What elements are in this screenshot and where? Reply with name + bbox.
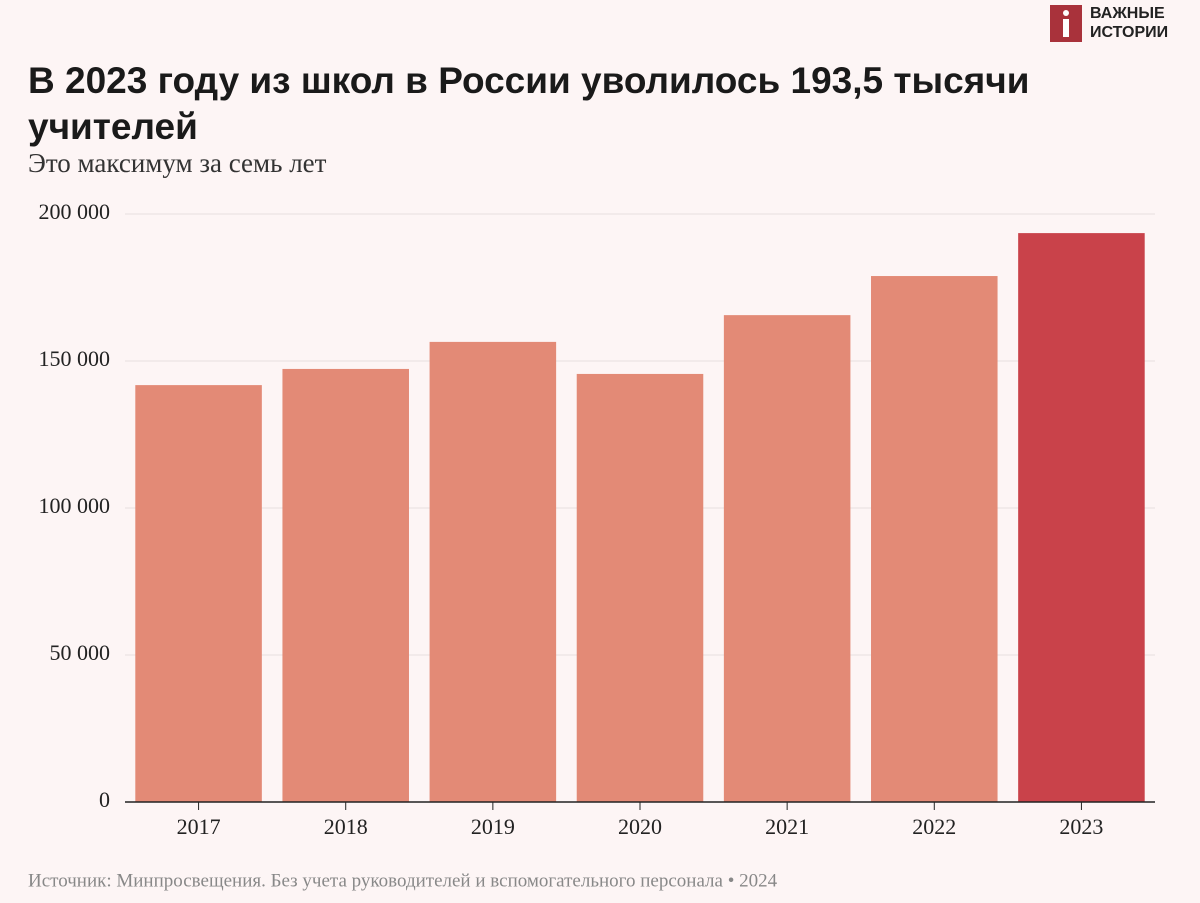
y-tick-label: 150 000 <box>39 346 111 371</box>
x-tick-label: 2022 <box>912 814 956 839</box>
logo-icon-dot <box>1063 10 1069 16</box>
y-tick-label: 100 000 <box>39 493 111 518</box>
bar <box>429 341 557 802</box>
bar <box>871 276 998 802</box>
x-tick-label: 2019 <box>471 814 515 839</box>
bar <box>282 368 409 802</box>
source: Источник: Минпросвещения. Без учета руко… <box>28 870 778 891</box>
logo-text: ВАЖНЫЕ <box>1090 5 1165 22</box>
y-tick-label: 50 000 <box>50 640 111 665</box>
bar <box>723 315 851 802</box>
logo-text: ИСТОРИИ <box>1090 24 1168 41</box>
y-tick-label: 200 000 <box>39 199 111 224</box>
subtitle: Это максимум за семь лет <box>28 148 327 178</box>
logo-icon-stem <box>1063 19 1069 37</box>
x-tick-label: 2017 <box>177 814 221 839</box>
bar <box>135 385 262 802</box>
chart-title: В 2023 году из школ в России уволилось 1… <box>28 60 1030 147</box>
x-tick-label: 2020 <box>618 814 662 839</box>
x-tick-label: 2021 <box>765 814 809 839</box>
x-tick-label: 2018 <box>324 814 368 839</box>
bar <box>1018 233 1145 803</box>
x-tick-label: 2023 <box>1059 814 1103 839</box>
y-tick-label: 0 <box>99 787 110 812</box>
bar <box>576 373 704 802</box>
